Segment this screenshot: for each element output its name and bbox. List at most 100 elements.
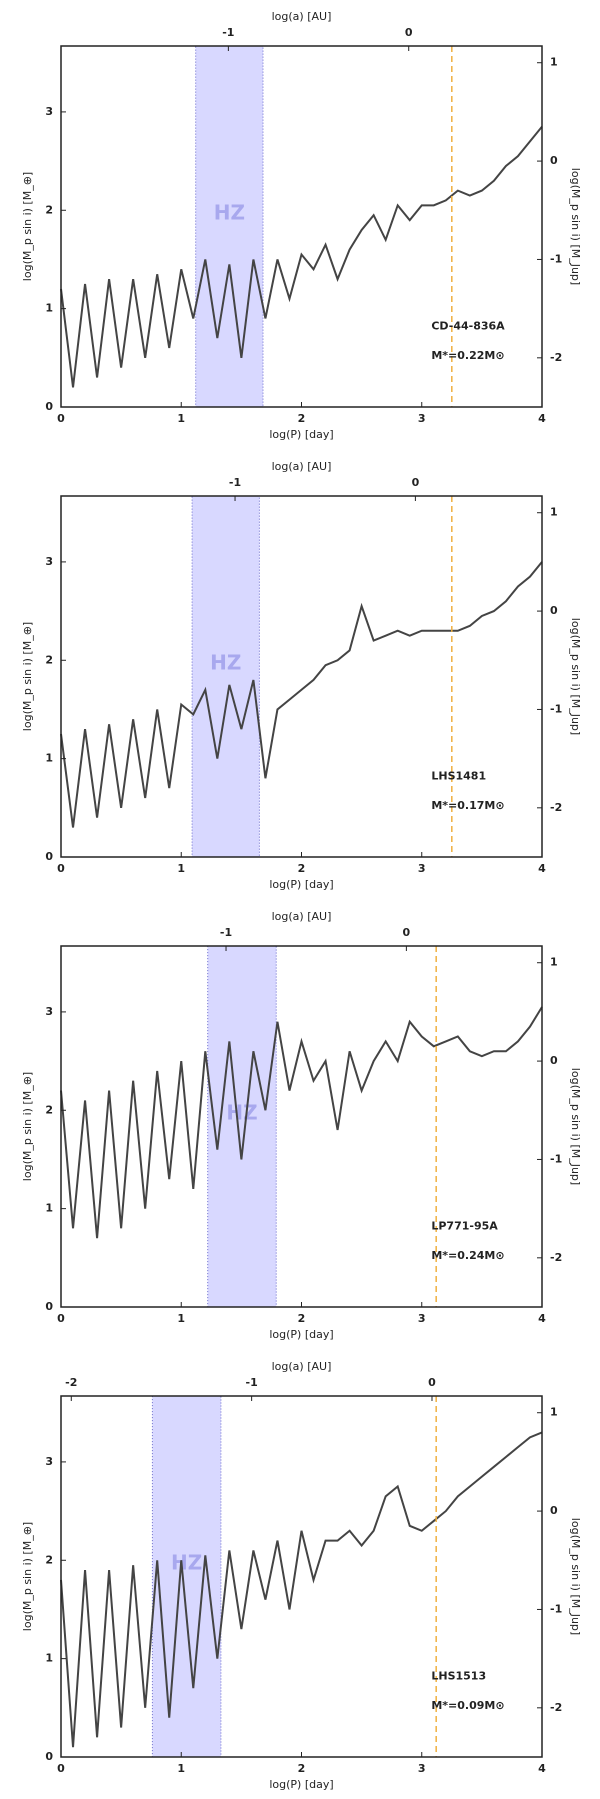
x-tick-label: 0 xyxy=(57,862,65,875)
x-tick-label: 1 xyxy=(177,1312,185,1325)
hz-label: HZ xyxy=(226,1101,257,1125)
y-tick-label: 3 xyxy=(45,1455,53,1468)
x2-axis-label: log(a) [AU] xyxy=(272,460,332,473)
x2-axis-label: log(a) [AU] xyxy=(272,10,332,23)
x-axis-label: log(P) [day] xyxy=(269,428,333,441)
detection-limit-line xyxy=(60,1006,543,1239)
y-tick-label: 2 xyxy=(45,1553,53,1566)
y-tick-label: 2 xyxy=(45,653,53,666)
x2-tick-label: 0 xyxy=(412,476,420,489)
x2-tick-label: 0 xyxy=(403,926,411,939)
y2-axis-label: log(M_p sin i) [M_Jup] xyxy=(569,618,582,735)
x-tick-label: 2 xyxy=(298,1312,306,1325)
y2-tick-label: -1 xyxy=(550,1602,562,1615)
y2-tick-label: -2 xyxy=(550,801,562,814)
y2-tick-label: 0 xyxy=(550,1504,558,1517)
x-tick-label: 4 xyxy=(538,1312,546,1325)
x2-tick-label: -1 xyxy=(222,26,234,39)
x-tick-label: 3 xyxy=(418,412,426,425)
x-tick-label: 1 xyxy=(177,1762,185,1775)
star-name: LP771-95A xyxy=(431,1219,498,1232)
hz-band xyxy=(207,945,277,1308)
y2-tick-label: -2 xyxy=(550,1251,562,1264)
x-axis-label: log(P) [day] xyxy=(269,1328,333,1341)
star-mass: M*=0.09M⊙ xyxy=(431,1699,504,1712)
x-tick-label: 4 xyxy=(538,1762,546,1775)
star-name: CD-44-836A xyxy=(431,319,505,332)
y-tick-label: 3 xyxy=(45,1005,53,1018)
hz-band xyxy=(191,495,260,858)
x-tick-label: 2 xyxy=(298,862,306,875)
y-tick-label: 0 xyxy=(45,1750,53,1763)
x-tick-label: 2 xyxy=(298,412,306,425)
y2-tick-label: -2 xyxy=(550,351,562,364)
y-tick-label: 1 xyxy=(45,1202,53,1215)
panel: HZ 0 1 2 3 4 0 1 2 3 -2 -1 0 1 -1 0 log(P) [day] log(a) [… xyxy=(21,460,582,891)
y2-tick-label: -2 xyxy=(550,1701,562,1714)
star-name: LHS1513 xyxy=(431,1669,486,1682)
x-tick-label: 1 xyxy=(177,862,185,875)
y-tick-label: 1 xyxy=(45,302,53,315)
y2-tick-label: 1 xyxy=(550,1406,558,1419)
x2-axis-label: log(a) [AU] xyxy=(272,910,332,923)
y-tick-label: 0 xyxy=(45,400,53,413)
x-tick-label: 4 xyxy=(538,862,546,875)
y-axis-label: log(M_p sin i) [M_⊕] xyxy=(21,1072,34,1181)
hz-band xyxy=(151,1395,222,1758)
y2-tick-label: -1 xyxy=(550,702,562,715)
x-axis-label: log(P) [day] xyxy=(269,878,333,891)
y2-axis-label: log(M_p sin i) [M_Jup] xyxy=(569,1068,582,1185)
detection-limit-line xyxy=(60,561,543,828)
y-axis-label: log(M_p sin i) [M_⊕] xyxy=(21,172,34,281)
star-mass: M*=0.17M⊙ xyxy=(431,799,504,812)
x2-axis-label: log(a) [AU] xyxy=(272,1360,332,1373)
y2-tick-label: 1 xyxy=(550,956,558,969)
panel: HZ 0 1 2 3 4 0 1 2 3 -2 -1 0 1 -1 0 log(P) [day] log(a) [… xyxy=(21,910,582,1341)
x-tick-label: 1 xyxy=(177,412,185,425)
y2-axis-label: log(M_p sin i) [M_Jup] xyxy=(569,168,582,285)
hz-label: HZ xyxy=(214,201,245,225)
y-tick-label: 2 xyxy=(45,1103,53,1116)
x-tick-label: 0 xyxy=(57,1312,65,1325)
y2-tick-label: 1 xyxy=(550,56,558,69)
y2-tick-label: 0 xyxy=(550,1054,558,1067)
x2-tick-label: -1 xyxy=(229,476,241,489)
y-tick-label: 1 xyxy=(45,1652,53,1665)
panel: HZ 0 1 2 3 4 0 1 2 3 -2 -1 0 1 -1 0 log(P) [day] log(a) [… xyxy=(21,10,582,441)
x2-tick-label: 0 xyxy=(405,26,413,39)
y-tick-label: 1 xyxy=(45,752,53,765)
x2-tick-label: -1 xyxy=(246,1376,258,1389)
y-tick-label: 0 xyxy=(45,1300,53,1313)
hz-band xyxy=(195,45,264,408)
y-tick-label: 3 xyxy=(45,105,53,118)
x-tick-label: 2 xyxy=(298,1762,306,1775)
hz-label: HZ xyxy=(210,651,241,675)
x-tick-label: 0 xyxy=(57,412,65,425)
y-tick-label: 0 xyxy=(45,850,53,863)
x-axis-label: log(P) [day] xyxy=(269,1778,333,1791)
x-tick-label: 3 xyxy=(418,1312,426,1325)
detection-limit-line xyxy=(60,1431,543,1748)
panel: HZ 0 1 2 3 4 0 1 2 3 -2 -1 0 1 -2 -1 0 log(P) [day] log(a)… xyxy=(21,1360,582,1791)
y2-tick-label: -1 xyxy=(550,252,562,265)
y2-tick-label: 1 xyxy=(550,506,558,519)
detection-limit-line xyxy=(60,126,543,388)
y2-tick-label: 0 xyxy=(550,154,558,167)
x-tick-label: 4 xyxy=(538,412,546,425)
y-axis-label: log(M_p sin i) [M_⊕] xyxy=(21,1522,34,1631)
star-name: LHS1481 xyxy=(431,769,486,782)
x-tick-label: 0 xyxy=(57,1762,65,1775)
star-mass: M*=0.24M⊙ xyxy=(431,1249,504,1262)
x2-tick-label: -2 xyxy=(65,1376,77,1389)
y2-axis-label: log(M_p sin i) [M_Jup] xyxy=(569,1518,582,1635)
y-tick-label: 3 xyxy=(45,555,53,568)
hz-label: HZ xyxy=(171,1551,202,1575)
x-tick-label: 3 xyxy=(418,1762,426,1775)
y2-tick-label: -1 xyxy=(550,1152,562,1165)
star-mass: M*=0.22M⊙ xyxy=(431,349,504,362)
x2-tick-label: 0 xyxy=(428,1376,436,1389)
y-axis-label: log(M_p sin i) [M_⊕] xyxy=(21,622,34,731)
x-tick-label: 3 xyxy=(418,862,426,875)
x2-tick-label: -1 xyxy=(220,926,232,939)
